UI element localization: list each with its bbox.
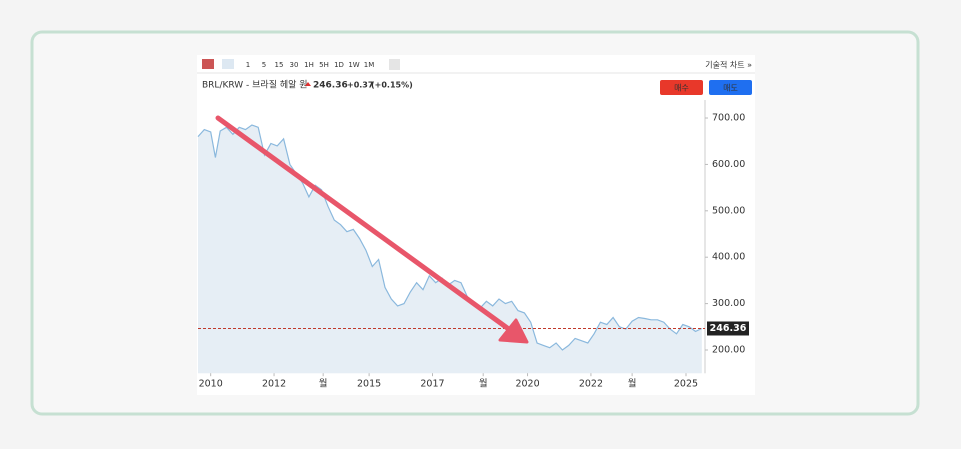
y-tick-label: 200.00	[712, 345, 745, 356]
change: +0.37	[347, 81, 373, 90]
price: 246.36	[313, 81, 348, 91]
x-tick-label: 월	[479, 378, 488, 390]
interval[interactable]: 30	[290, 61, 299, 69]
interval[interactable]: 1D	[334, 61, 344, 69]
interval[interactable]: 1W	[348, 61, 359, 69]
y-tick-label: 600.00	[712, 159, 745, 170]
interval[interactable]: 1	[246, 61, 250, 69]
x-tick-label: 2020	[515, 379, 539, 390]
last-value-label: 246.36	[710, 323, 747, 334]
sell-button[interactable]	[709, 80, 752, 95]
up-arrow	[305, 82, 311, 86]
x-tick-label: 2025	[674, 379, 698, 390]
y-tick-label: 400.00	[712, 252, 745, 263]
toolbar: 기술적 차트 » 1 5 15 30 1H 5H 1D 1W 1M	[202, 59, 752, 70]
x-tick-label: 2017	[420, 379, 444, 390]
y-tick-label: 300.00	[712, 298, 745, 309]
interval[interactable]: 1H	[304, 61, 314, 69]
x-tick-label: 2012	[262, 379, 286, 390]
symbol: BRL/KRW - 브라질 헤알 원	[202, 79, 308, 91]
candle-icon[interactable]	[202, 59, 214, 69]
x-tick-label: 2022	[579, 379, 603, 390]
arrow-shaft	[215, 115, 513, 333]
area-fill	[198, 125, 702, 374]
interval[interactable]: 5	[262, 61, 266, 69]
x-tick-label: 월	[319, 378, 328, 390]
change-pct: (+0.15%)	[371, 81, 413, 90]
x-tick-label: 월	[628, 378, 637, 390]
y-tick-label: 500.00	[712, 205, 745, 216]
last-value-box	[707, 321, 749, 336]
buy-label[interactable]: 매수	[674, 84, 689, 93]
y-tick-label: 700.00	[712, 113, 745, 124]
chart-link[interactable]: 기술적 차트 »	[705, 60, 752, 70]
line-icon[interactable]	[222, 59, 234, 69]
interval[interactable]: 15	[275, 61, 284, 69]
x-tick-label: 2010	[199, 379, 223, 390]
buy-button[interactable]	[660, 80, 703, 95]
trend-arrow	[215, 115, 529, 344]
sell-label[interactable]: 매도	[723, 84, 738, 93]
arrow-head	[498, 318, 529, 344]
x-tick-label: 2015	[357, 379, 381, 390]
interval[interactable]: 5H	[319, 61, 329, 69]
interval[interactable]: 1M	[364, 61, 375, 69]
settings-icon[interactable]	[389, 59, 400, 70]
